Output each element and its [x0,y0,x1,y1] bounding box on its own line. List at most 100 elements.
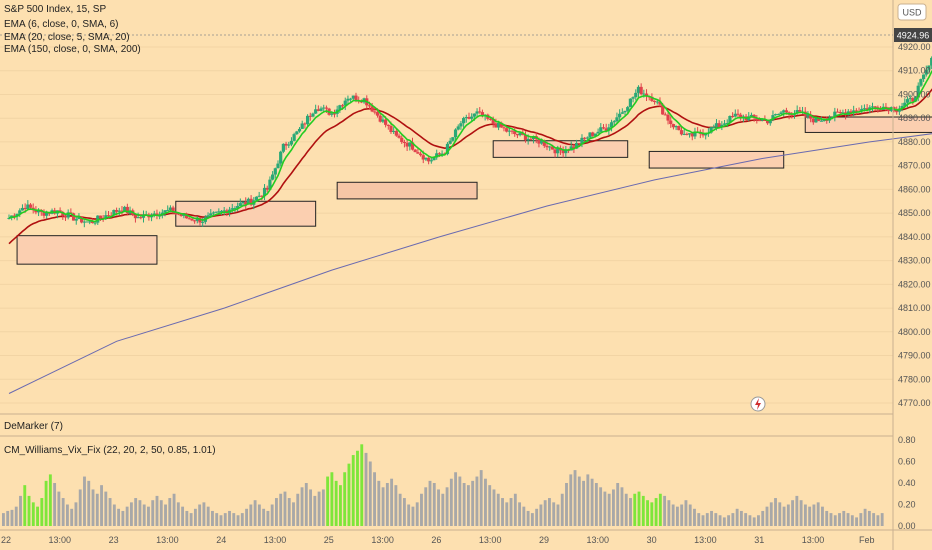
time-tick-label: 13:00 [371,535,394,545]
vix-bar [70,508,74,526]
candle-body [722,123,727,125]
vix-bar [437,489,440,526]
candle-body [658,101,662,105]
candle-body [42,212,46,216]
price-axis[interactable]: 4920.00 4910.00 4900.00 4890.00 4880.00 4870.… [898,42,931,408]
vix-bar [454,472,458,526]
legend-ema-6[interactable]: EMA (6, close, 0, SMA, 6) [4,19,118,30]
candle-body [830,116,834,118]
candle-body [271,174,275,180]
vix-bar [684,500,688,526]
vix-bar [19,495,22,526]
vix-bar [752,517,756,526]
candle-body [838,112,842,114]
demarker-label[interactable]: DeMarker (7) [4,421,63,432]
candle-body [771,115,775,120]
candle-body [373,111,377,113]
vix-bar [846,513,850,526]
time-tick-label: 13:00 [587,535,610,545]
time-tick-label: 13:00 [479,535,502,545]
candle-body [82,221,86,223]
vix-bar [381,487,385,526]
candle-body [591,132,595,136]
candle-body [384,119,388,125]
currency-badge[interactable] [897,3,927,21]
vix-bar [876,515,880,526]
vix-bar [880,513,884,526]
candle-body [340,105,345,107]
candle-body [526,138,530,141]
candle-body [478,111,482,113]
candle-body [211,212,216,214]
candle-body [655,101,659,103]
candle-body [195,217,199,221]
candle-body [768,119,772,124]
vix-bar [688,504,692,526]
vix-bar [808,506,812,526]
candle-body [709,127,713,133]
candle-body [580,137,584,145]
legend-ema-150[interactable]: EMA (150, close, 0, SMA, 200) [4,44,141,55]
vix-bar [317,491,321,526]
candle-body [397,135,401,138]
legend-ema-20[interactable]: EMA (20, close, 5, SMA, 20) [4,32,130,43]
candle-body [149,215,154,218]
vix-bar [91,489,95,526]
vix-bar [23,485,27,526]
vix-bar [309,489,312,526]
price-tick-label: 4820.00 [898,279,931,289]
time-tick-label: 26 [431,535,441,545]
candle-body [908,98,912,100]
vix-bar [138,500,142,526]
candle-body [456,126,460,130]
candle-body [244,201,248,205]
vix-bar [61,498,65,526]
vix-axis[interactable]: 0.80 0.60 0.40 0.20 0.00 [898,435,916,531]
candle-body [599,127,603,132]
candle-body [98,215,103,219]
vix-bar [326,476,330,526]
vix-bar [637,491,641,526]
candle-body [123,206,127,212]
time-axis[interactable]: 22 13:00 23 13:00 24 13:00 25 13:00 26 13:00 29 13:… [1,535,875,545]
vix-fix-label[interactable]: CM_Williams_Vix_Fix (22, 20, 2, 50, 0.85… [4,445,216,456]
candle-body [28,204,33,208]
candle-body [661,104,665,115]
vix-bar [428,480,432,526]
candle-body [45,212,49,216]
vix-bar [850,515,854,526]
vix-bar [104,491,108,526]
candle-body [809,114,813,119]
vix-bar [761,510,765,526]
candle-body [265,187,269,190]
vix-bar [53,483,57,526]
candle-body [593,133,598,136]
vix-bar [791,500,795,526]
vix-bar [569,474,573,526]
vix-bar [249,504,253,526]
candle-body [36,209,41,213]
candle-body [795,110,799,114]
vix-bar [87,480,91,526]
candle-body [351,95,355,99]
candle-body [268,179,272,190]
vix-bar [377,480,381,526]
candle-body [287,144,291,146]
vix-bar [83,476,86,526]
candle-body [505,128,509,132]
candle-body [731,115,735,117]
candle-body [133,214,138,219]
candle-body [209,213,213,216]
candle-body [774,114,778,116]
candle-body [187,218,191,220]
vix-tick-label: 0.20 [898,500,916,510]
candle-body [513,131,517,135]
candle-body [757,120,762,122]
vix-bar [616,483,620,526]
vix-bar [215,513,219,526]
candle-body [666,114,670,121]
vix-bar [74,502,78,526]
lightning-icon[interactable] [750,396,766,412]
vix-bar [548,498,551,526]
